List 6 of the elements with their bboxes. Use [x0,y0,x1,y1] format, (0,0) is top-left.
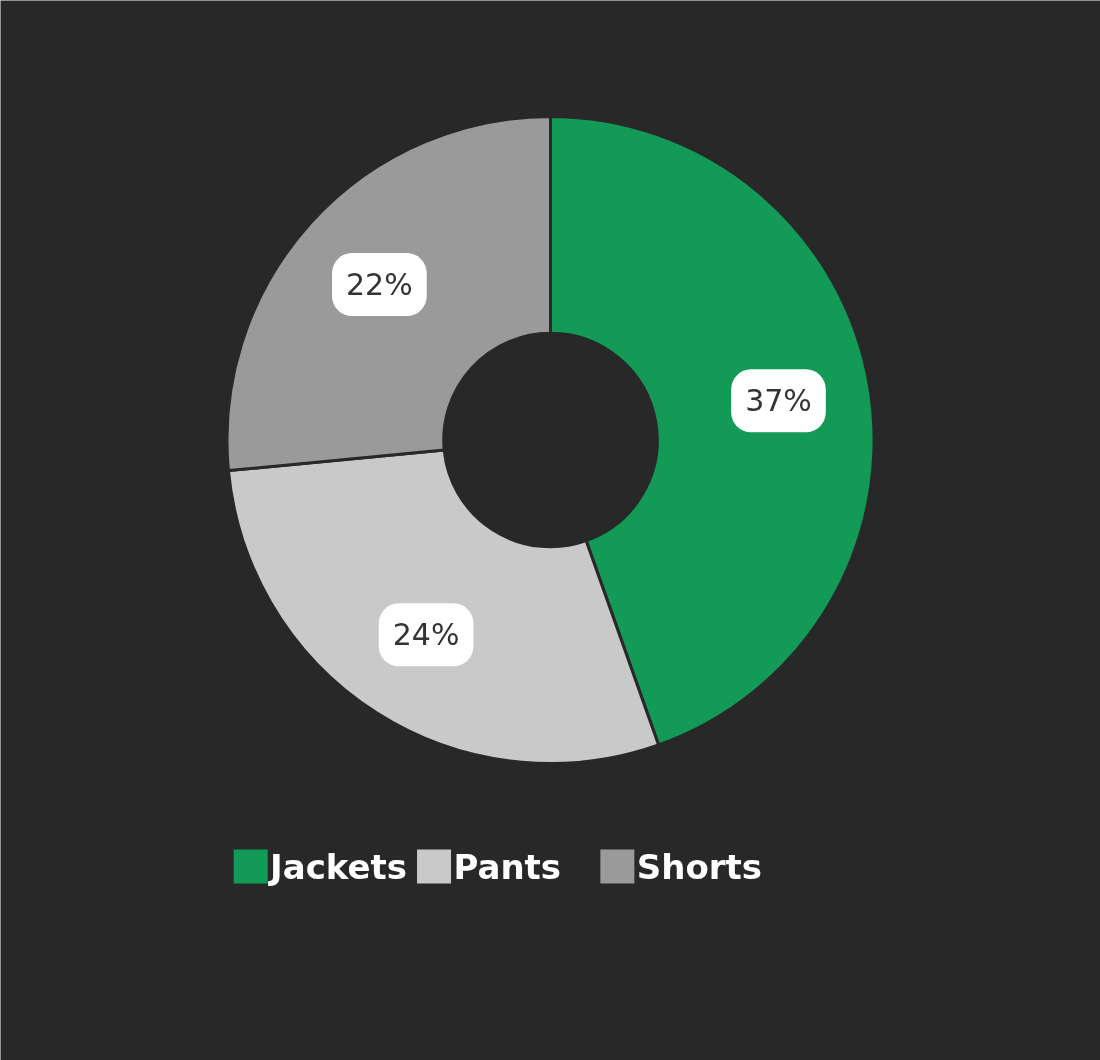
legend-label: Shorts [636,846,763,887]
legend-label: Pants [453,846,562,887]
data-label: 24% [392,617,460,653]
legend-label: Jackets [268,846,408,887]
data-label: 22% [346,267,413,303]
data-label: 37% [745,383,812,419]
